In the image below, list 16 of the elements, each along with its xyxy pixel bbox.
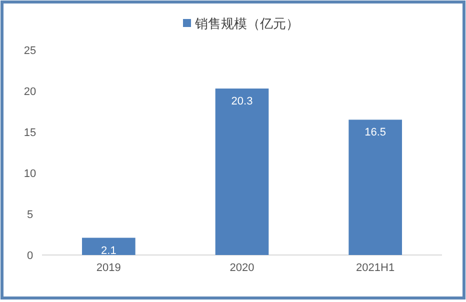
- y-tick-label: 15: [24, 127, 36, 139]
- bar: [82, 238, 136, 255]
- x-tick-label: 2019: [96, 262, 121, 274]
- legend-label: 销售规模（亿元）: [194, 16, 299, 31]
- y-tick-label: 0: [26, 250, 34, 262]
- x-tick-label: 2020: [230, 262, 254, 274]
- data-label: 2.1: [101, 244, 116, 257]
- y-tick-label: 5: [26, 209, 34, 221]
- y-tick-label: 20: [24, 86, 36, 98]
- data-label: 20.3: [231, 96, 253, 108]
- data-label: 16.5: [364, 126, 386, 139]
- y-tick-label: 25: [24, 45, 36, 57]
- bar: [348, 120, 402, 255]
- bar: [215, 88, 269, 255]
- x-tick-label: 2021H1: [356, 262, 395, 274]
- y-tick-label: 10: [24, 168, 36, 180]
